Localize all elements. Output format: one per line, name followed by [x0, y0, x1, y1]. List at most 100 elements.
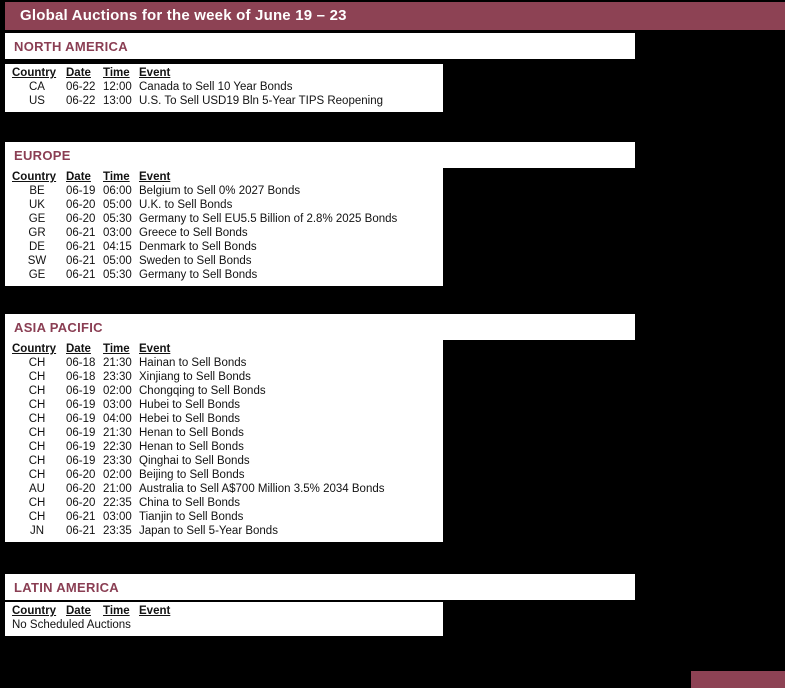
table-row: CH 06-19 02:00 Chongqing to Sell Bonds	[5, 384, 443, 398]
table-row: CH 06-18 23:30 Xinjiang to Sell Bonds	[5, 370, 443, 384]
table-row: SW 06-21 05:00 Sweden to Sell Bonds	[5, 254, 443, 268]
table-cell: Tianjin to Sell Bonds	[139, 511, 244, 523]
table-cell: 06-20	[66, 497, 96, 509]
table-cell: CH	[28, 427, 46, 439]
table-cell: 06-19	[66, 413, 96, 425]
table-cell: 23:30	[103, 455, 132, 467]
table-header-row: Country Date Time Event	[5, 66, 443, 80]
section-header-latin-america: LATIN AMERICA	[5, 574, 635, 600]
table-cell: Henan to Sell Bonds	[139, 427, 244, 439]
table-row: GE 06-21 05:30 Germany to Sell Bonds	[5, 268, 443, 282]
table-cell: 06:00	[103, 185, 132, 197]
table-row: BE 06-19 06:00 Belgium to Sell 0% 2027 Bond…	[5, 184, 443, 198]
table-cell: U.S. To Sell USD19 Bln 5-Year TIPS Reope…	[139, 95, 383, 107]
table-north-america: Country Date Time Event CA 06-22 12:00 Canada …	[5, 64, 443, 112]
table-cell: Hubei to Sell Bonds	[139, 399, 241, 411]
table-row: CH 06-20 02:00 Beijing to Sell Bonds	[5, 468, 443, 482]
column-header-country: Country	[12, 171, 57, 183]
table-cell: 03:00	[103, 511, 132, 523]
table-cell: 06-20	[66, 469, 96, 481]
table-row: CH 06-21 03:00 Tianjin to Sell Bonds	[5, 510, 443, 524]
table-row: JN 06-21 23:35 Japan to Sell 5-Year Bonds	[5, 524, 443, 538]
table-body: BE 06-19 06:00 Belgium to Sell 0% 2027 Bond…	[5, 184, 443, 282]
table-cell: 06-19	[66, 441, 96, 453]
table-cell: UK	[29, 199, 45, 211]
table-row: UK 06-20 05:00 U.K. to Sell Bonds	[5, 198, 443, 212]
table-cell: 13:00	[103, 95, 132, 107]
column-header-time: Time	[103, 171, 130, 183]
table-body: CH 06-18 21:30 Hainan to Sell Bonds CH 06-18 2…	[5, 356, 443, 538]
table-row: CH 06-19 22:30 Henan to Sell Bonds	[5, 440, 443, 454]
table-cell: 06-19	[66, 427, 96, 439]
footer-accent-block	[691, 671, 785, 688]
column-header-date: Date	[66, 67, 91, 79]
table-cell: Henan to Sell Bonds	[139, 441, 244, 453]
column-header-time: Time	[103, 67, 130, 79]
table-cell: 05:30	[103, 269, 132, 281]
table-cell: BE	[29, 185, 45, 197]
table-row: CH 06-20 22:35 China to Sell Bonds	[5, 496, 443, 510]
table-header-row: Country Date Time Event	[5, 342, 443, 356]
table-body: CA 06-22 12:00 Canada to Sell 10 Year Bonds…	[5, 80, 443, 108]
table-cell: Belgium to Sell 0% 2027 Bonds	[139, 185, 301, 197]
table-row: GE 06-20 05:30 Germany to Sell EU5.5 Billio…	[5, 212, 443, 226]
section-header-north-america: NORTH AMERICA	[5, 33, 635, 59]
table-cell: 06-21	[66, 511, 96, 523]
column-header-event: Event	[139, 343, 171, 355]
table-row: CH 06-19 21:30 Henan to Sell Bonds	[5, 426, 443, 440]
table-cell: Qinghai to Sell Bonds	[139, 455, 250, 467]
column-header-time: Time	[103, 605, 130, 617]
empty-message: No Scheduled Auctions	[12, 619, 131, 631]
table-cell: CH	[28, 399, 46, 411]
table-cell: 02:00	[103, 469, 132, 481]
table-cell: CH	[28, 511, 46, 523]
table-asia-pacific: Country Date Time Event CH 06-18 21:30 Hainan …	[5, 340, 443, 542]
table-latin-america: Country Date Time Event No Scheduled Auctio…	[5, 602, 443, 636]
table-row: CH 06-19 03:00 Hubei to Sell Bonds	[5, 398, 443, 412]
table-cell: DE	[29, 241, 45, 253]
table-cell: 06-19	[66, 455, 96, 467]
table-cell: 06-19	[66, 385, 96, 397]
column-header-event: Event	[139, 605, 171, 617]
table-cell: 06-22	[66, 95, 96, 107]
table-cell: 04:00	[103, 413, 132, 425]
table-cell: GE	[28, 269, 46, 281]
table-row: CA 06-22 12:00 Canada to Sell 10 Year Bonds	[5, 80, 443, 94]
table-cell: 06-20	[66, 483, 96, 495]
table-cell: Chongqing to Sell Bonds	[139, 385, 266, 397]
table-row: CH 06-18 21:30 Hainan to Sell Bonds	[5, 356, 443, 370]
table-cell: CH	[28, 497, 46, 509]
table-cell: 03:00	[103, 399, 132, 411]
table-cell: SW	[27, 255, 47, 267]
table-cell: Beijing to Sell Bonds	[139, 469, 245, 481]
table-cell: 06-20	[66, 213, 96, 225]
table-cell: 05:30	[103, 213, 132, 225]
table-cell: 12:00	[103, 81, 132, 93]
table-row: US 06-22 13:00 U.S. To Sell USD19 Bln 5-Yea…	[5, 94, 443, 108]
table-cell: Hebei to Sell Bonds	[139, 413, 241, 425]
table-cell: 06-21	[66, 525, 96, 537]
table-cell: 06-21	[66, 227, 96, 239]
table-cell: CH	[28, 469, 46, 481]
table-europe: Country Date Time Event BE 06-19 06:00 Belgium…	[5, 168, 443, 286]
table-cell: 05:00	[103, 199, 132, 211]
table-cell: 05:00	[103, 255, 132, 267]
table-cell: 21:30	[103, 427, 132, 439]
table-cell: GR	[28, 227, 46, 239]
table-cell: Japan to Sell 5-Year Bonds	[139, 525, 278, 537]
table-cell: 06-21	[66, 269, 96, 281]
table-cell: Sweden to Sell Bonds	[139, 255, 252, 267]
table-cell: Germany to Sell EU5.5 Billion of 2.8% 20…	[139, 213, 398, 225]
table-cell: Canada to Sell 10 Year Bonds	[139, 81, 293, 93]
table-cell: CH	[28, 385, 46, 397]
table-header-row: Country Date Time Event	[5, 604, 443, 618]
table-cell: 06-21	[66, 241, 96, 253]
table-cell: 06-19	[66, 399, 96, 411]
column-header-date: Date	[66, 605, 91, 617]
page-title: Global Auctions for the week of June 19 …	[5, 2, 785, 30]
table-cell: 23:35	[103, 525, 132, 537]
table-cell: 06-22	[66, 81, 96, 93]
table-cell: 21:00	[103, 483, 132, 495]
table-cell: U.K. to Sell Bonds	[139, 199, 233, 211]
table-cell: 22:35	[103, 497, 132, 509]
